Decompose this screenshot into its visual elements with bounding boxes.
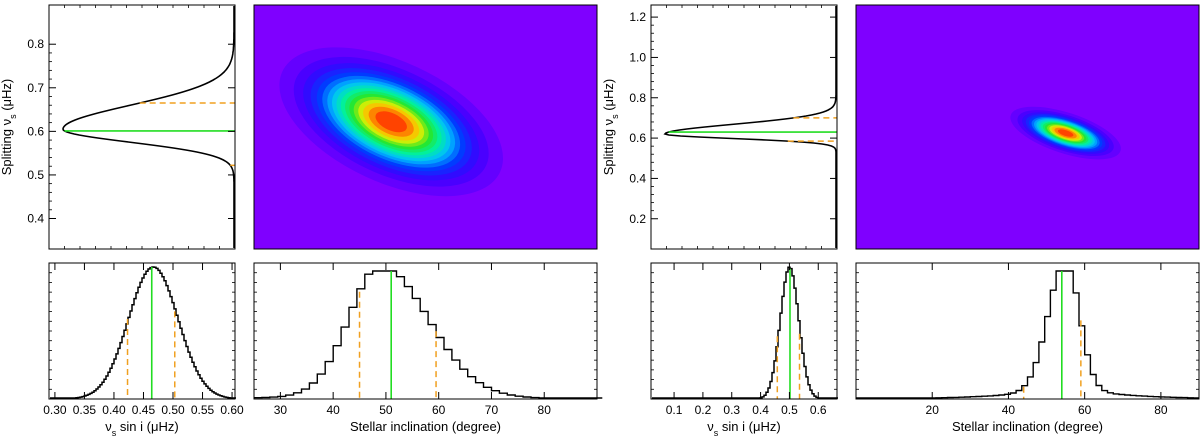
y-tick-label: 0.4 bbox=[27, 212, 44, 226]
x-tick-label: 0.35 bbox=[73, 403, 97, 417]
y-axis-label-main: Splitting ν bbox=[0, 119, 14, 175]
vsini-axis-label-unit: sin i (μHz) bbox=[718, 419, 780, 434]
y-axis-label-unit: (μHz) bbox=[0, 79, 14, 115]
y-axis-label: Splitting νs (μHz) bbox=[601, 79, 620, 176]
x-tick-label: 0.1 bbox=[666, 403, 683, 417]
y-tick-label: 0.6 bbox=[27, 124, 44, 138]
y-tick-label: 0.5 bbox=[27, 168, 44, 182]
y-tick-label: 1.0 bbox=[629, 50, 646, 64]
x-tick-label: 60 bbox=[1078, 403, 1092, 417]
density-image-frame bbox=[855, 4, 1200, 250]
y-tick-label: 1.2 bbox=[629, 10, 646, 24]
x-tick-label: 70 bbox=[485, 403, 499, 417]
vsini-axis-label-sub: s bbox=[112, 428, 117, 438]
vsini-histogram-frame bbox=[650, 262, 838, 400]
density-image-frame bbox=[253, 4, 598, 250]
splitting-marginal-frame bbox=[48, 4, 236, 250]
y-axis-label-sub: s bbox=[610, 114, 620, 119]
inclination-histogram bbox=[254, 270, 603, 399]
y-tick-label: 0.4 bbox=[629, 171, 646, 185]
x-tick-label: 40 bbox=[326, 403, 340, 417]
inclination-histogram bbox=[856, 270, 1199, 399]
inclination-axis-label: Stellar inclination (degree) bbox=[350, 419, 501, 434]
x-tick-label: 0.6 bbox=[810, 403, 827, 417]
x-tick-label: 30 bbox=[274, 403, 288, 417]
y-tick-label: 0.7 bbox=[27, 81, 44, 95]
x-tick-label: 0.50 bbox=[161, 403, 185, 417]
x-tick-label: 0.3 bbox=[723, 403, 740, 417]
y-tick-label: 0.2 bbox=[629, 212, 646, 226]
x-tick-label: 0.40 bbox=[102, 403, 126, 417]
vsini-axis-label-main: ν bbox=[707, 419, 714, 434]
splitting-marginal-frame bbox=[650, 4, 838, 250]
splitting-marginal-curve bbox=[62, 6, 235, 248]
vsini-histogram bbox=[50, 266, 236, 399]
inclination-histogram-frame bbox=[253, 262, 598, 400]
x-tick-label: 0.45 bbox=[132, 403, 156, 417]
x-tick-label: 0.55 bbox=[191, 403, 215, 417]
x-tick-label: 80 bbox=[538, 403, 552, 417]
x-tick-label: 80 bbox=[1154, 403, 1168, 417]
x-tick-label: 0.2 bbox=[695, 403, 712, 417]
x-tick-label: 60 bbox=[432, 403, 446, 417]
x-tick-label: 0.4 bbox=[752, 403, 769, 417]
vsini-histogram bbox=[652, 266, 838, 399]
vsini-axis-label: νs sin i (μHz) bbox=[105, 419, 178, 438]
vsini-axis-label-main: ν bbox=[105, 419, 112, 434]
density-contour-level bbox=[375, 111, 407, 133]
x-tick-label: 40 bbox=[1002, 403, 1016, 417]
density-contour-level bbox=[1057, 129, 1074, 137]
vsini-axis-label-sub: s bbox=[714, 428, 719, 438]
y-tick-label: 0.8 bbox=[27, 37, 44, 51]
density-contours bbox=[1010, 106, 1121, 160]
inclination-axis-label: Stellar inclination (degree) bbox=[952, 419, 1103, 434]
y-tick-label: 0.6 bbox=[629, 131, 646, 145]
x-tick-label: 0.5 bbox=[781, 403, 798, 417]
vsini-axis-label-unit: sin i (μHz) bbox=[116, 419, 178, 434]
y-tick-label: 0.8 bbox=[629, 91, 646, 105]
x-tick-label: 50 bbox=[379, 403, 393, 417]
x-tick-label: 20 bbox=[926, 403, 940, 417]
y-axis-label-sub: s bbox=[8, 114, 18, 119]
y-axis-label: Splitting νs (μHz) bbox=[0, 79, 18, 176]
x-tick-label: 0.60 bbox=[220, 403, 244, 417]
y-axis-label-main: Splitting ν bbox=[601, 119, 616, 175]
splitting-marginal-curve bbox=[663, 6, 837, 248]
x-tick-label: 0.30 bbox=[43, 403, 67, 417]
density-contours bbox=[279, 47, 503, 197]
vsini-axis-label: νs sin i (μHz) bbox=[707, 419, 780, 438]
vsini-histogram-frame bbox=[48, 262, 236, 400]
y-axis-label-unit: (μHz) bbox=[601, 79, 616, 115]
